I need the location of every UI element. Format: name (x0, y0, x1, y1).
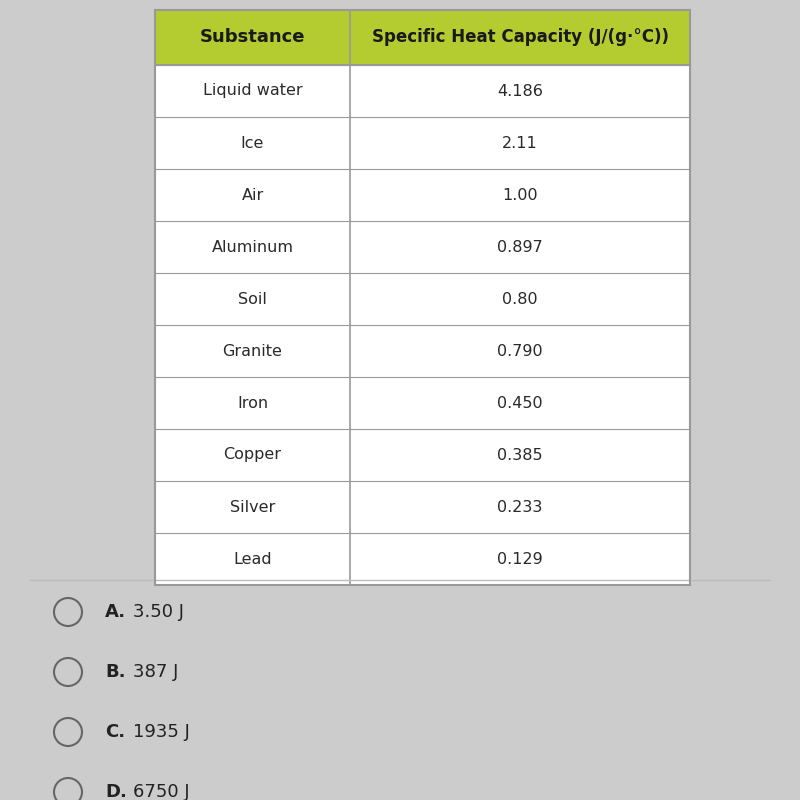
Bar (155, 221, 690, 273)
Text: 2.11: 2.11 (502, 135, 538, 150)
Bar (155, 273, 690, 325)
Text: Silver: Silver (230, 499, 275, 514)
Text: 0.80: 0.80 (502, 291, 538, 306)
Bar (155, 169, 690, 221)
Text: 0.790: 0.790 (497, 343, 543, 358)
Text: 0.450: 0.450 (497, 395, 543, 410)
Text: D.: D. (105, 783, 127, 800)
Bar (155, 429, 690, 481)
Bar (155, 10, 690, 65)
Text: Soil: Soil (238, 291, 267, 306)
Text: A.: A. (105, 603, 126, 621)
Text: Iron: Iron (237, 395, 268, 410)
Text: Copper: Copper (223, 447, 282, 462)
Text: 0.129: 0.129 (497, 551, 543, 566)
Text: Ice: Ice (241, 135, 264, 150)
Bar (155, 481, 690, 533)
Text: 1935 J: 1935 J (133, 723, 190, 741)
Text: 4.186: 4.186 (497, 83, 543, 98)
Text: 1.00: 1.00 (502, 187, 538, 202)
Text: 0.233: 0.233 (498, 499, 542, 514)
Text: Lead: Lead (233, 551, 272, 566)
Text: Substance: Substance (200, 29, 306, 46)
Text: 0.897: 0.897 (497, 239, 543, 254)
Text: C.: C. (105, 723, 125, 741)
Text: Aluminum: Aluminum (211, 239, 294, 254)
Bar (155, 117, 690, 169)
Text: 3.50 J: 3.50 J (133, 603, 184, 621)
Bar (155, 325, 690, 377)
Text: Liquid water: Liquid water (202, 83, 302, 98)
Text: 0.385: 0.385 (497, 447, 543, 462)
Text: B.: B. (105, 663, 126, 681)
Bar (155, 10, 690, 585)
Text: Granite: Granite (222, 343, 282, 358)
Text: 387 J: 387 J (133, 663, 178, 681)
Bar (155, 533, 690, 585)
Text: 6750 J: 6750 J (133, 783, 190, 800)
Text: Air: Air (242, 187, 264, 202)
Bar (155, 377, 690, 429)
Bar (155, 65, 690, 117)
Text: Specific Heat Capacity (J/(g·°C)): Specific Heat Capacity (J/(g·°C)) (371, 29, 669, 46)
